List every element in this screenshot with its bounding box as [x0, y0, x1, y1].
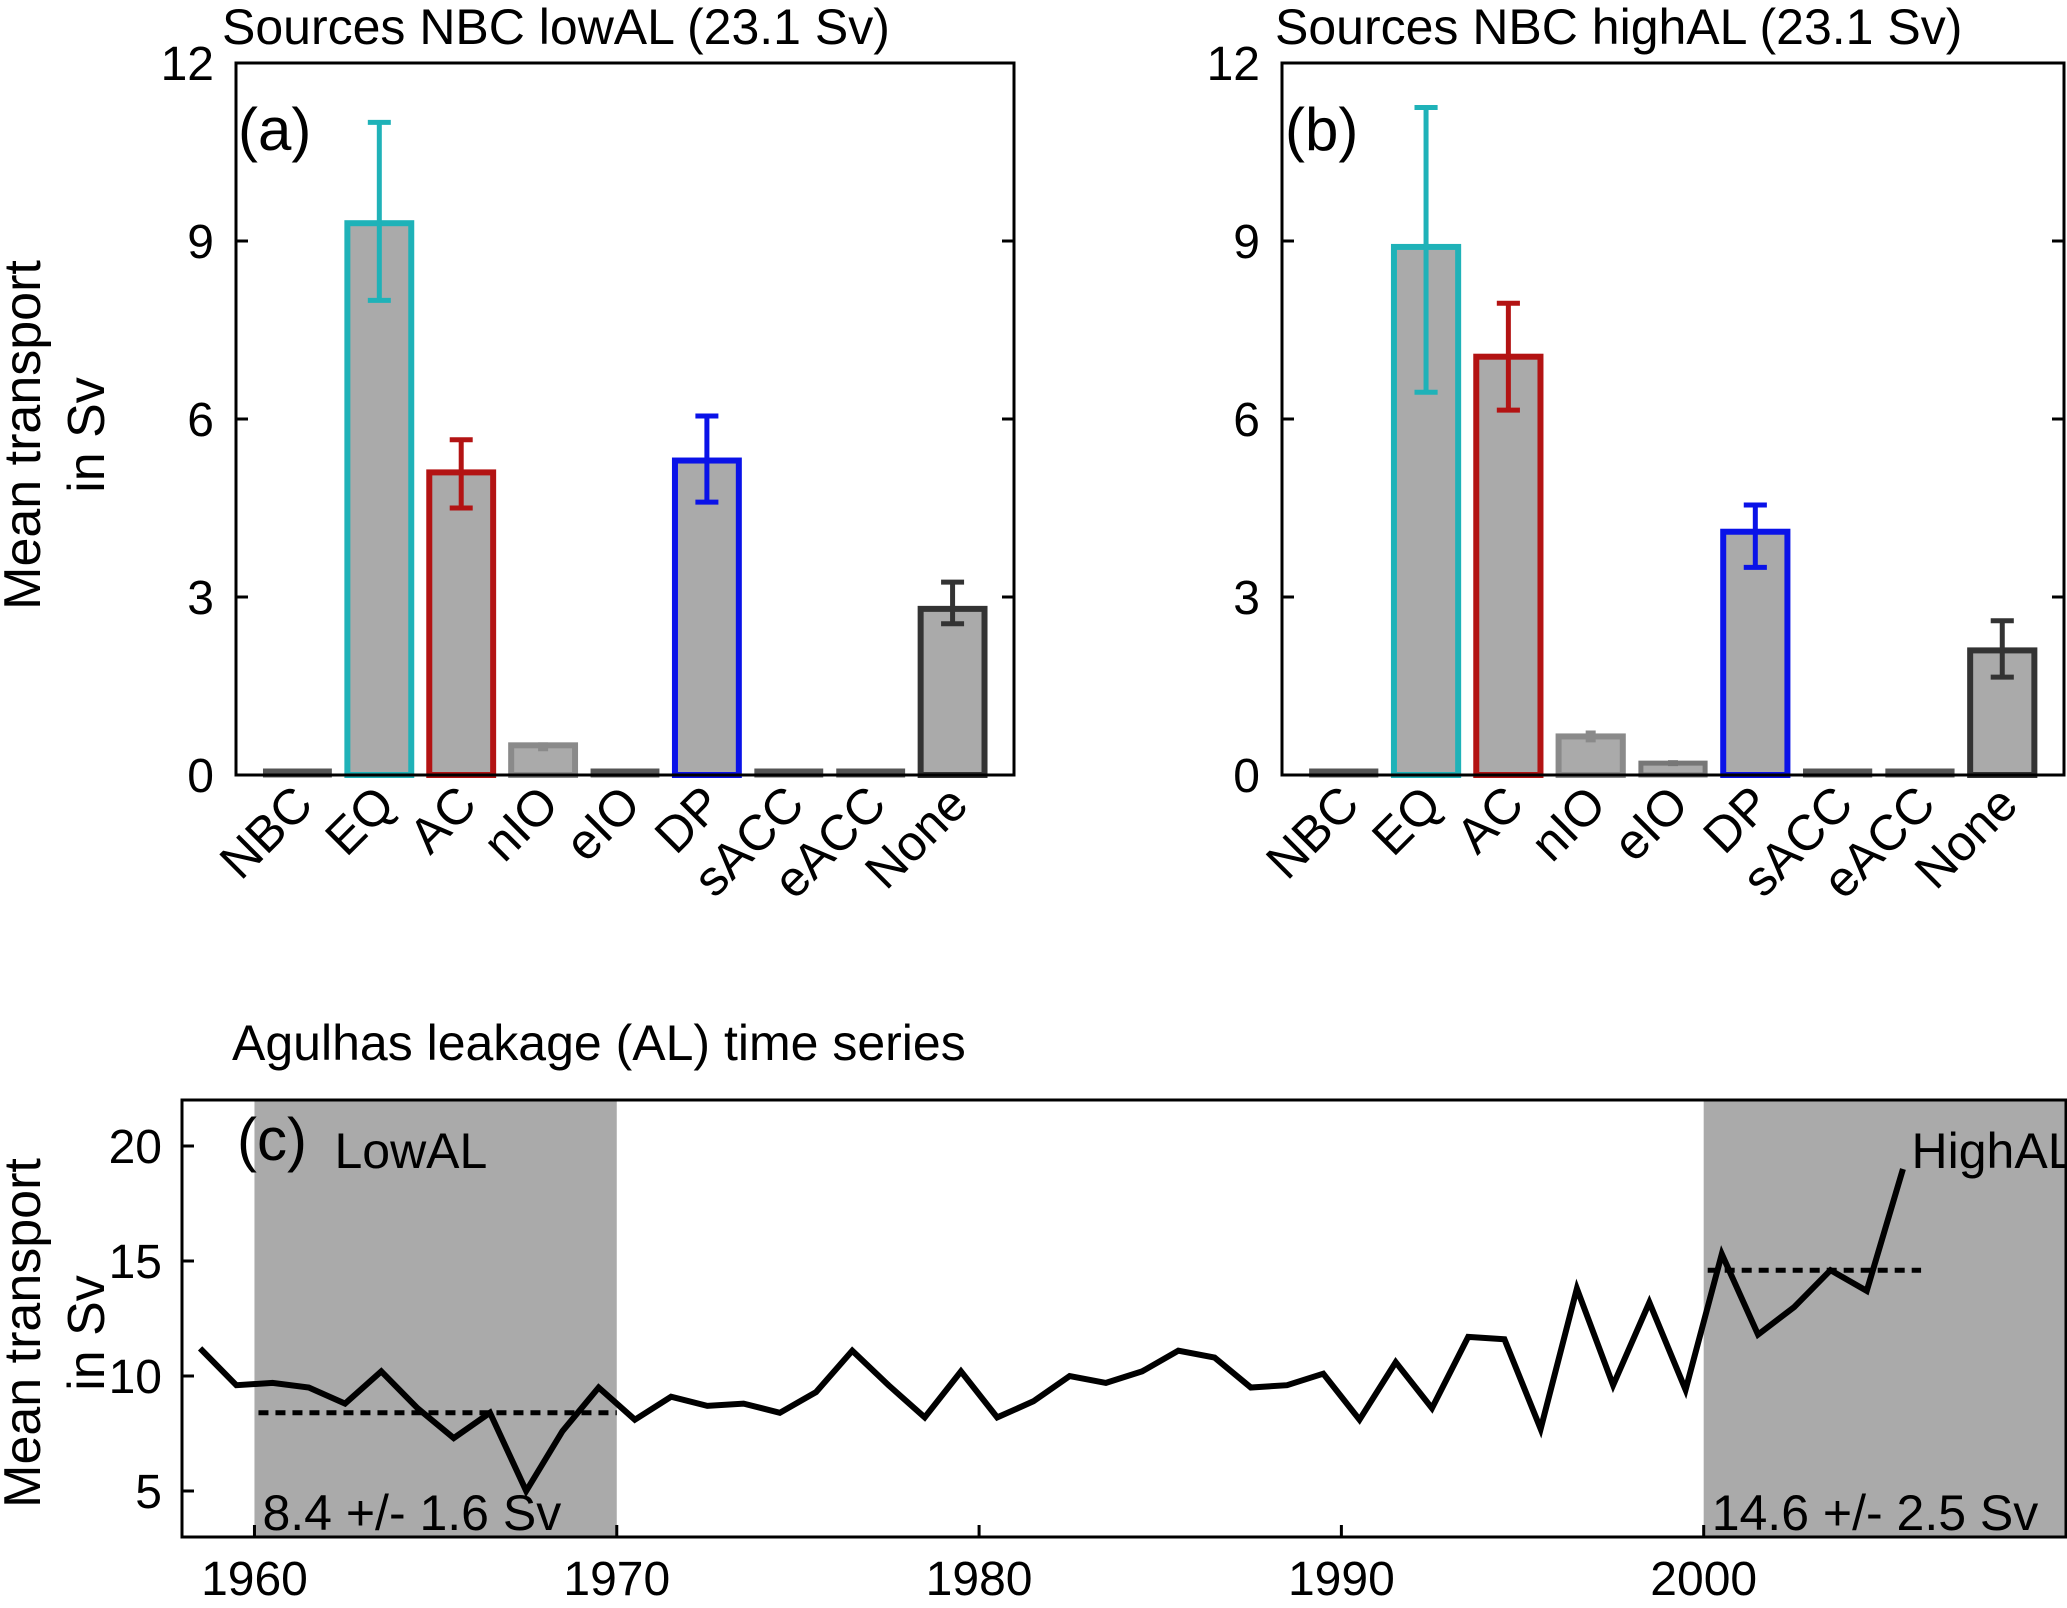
- panel-c-y-axis-label-line1: Mean transport: [0, 1158, 52, 1508]
- b-bar-ac: [1473, 353, 1544, 778]
- panel-a-title: Sources NBC lowAL (23.1 Sv): [222, 0, 890, 55]
- a-error-bar-eq: [367, 119, 391, 303]
- panel-a-y-axis-label-line1: Mean transport: [0, 260, 52, 610]
- panel-a-y-axis-label-line2: in Sv: [58, 377, 116, 493]
- panel-c-line-chart: Agulhas leakage (AL) time series Mean tr…: [0, 1015, 2067, 1606]
- agulhas-leakage-line: [197, 1168, 1906, 1498]
- shade-label-highal: HighAL: [1912, 1123, 2067, 1179]
- b-error-bar-dp: [1743, 502, 1767, 570]
- c-y-tick-label-5: 5: [135, 1466, 162, 1519]
- a-error-bar-ac: [449, 437, 473, 511]
- a-error-bar-dp: [695, 413, 719, 505]
- c-y-tick-label-20: 20: [109, 1121, 162, 1174]
- c-y-tick-label-15: 15: [109, 1236, 162, 1289]
- panel-c-shade-labels: LowAL 8.4 +/- 1.6 Sv HighAL 14.6 +/- 2.5 Sv: [262, 1123, 2067, 1541]
- panel-a-bars: [262, 220, 988, 778]
- b-error-bar-eq: [1414, 105, 1438, 395]
- panel-b-error-bars: [1414, 105, 2014, 767]
- a-category-label-nbc: NBC: [209, 775, 323, 889]
- panel-a-label: (a): [238, 96, 311, 163]
- a-category-label-nio: nIO: [472, 775, 569, 872]
- a-y-tick-label-12: 12: [161, 38, 214, 91]
- b-y-tick-label-6: 6: [1233, 394, 1260, 447]
- b-category-label-nio: nIO: [1520, 775, 1617, 872]
- a-y-tick-label-6: 6: [187, 394, 214, 447]
- a-bar-ac: [426, 469, 497, 778]
- panel-c-y-ticks: 5 10 15 20: [109, 1121, 194, 1519]
- panel-c-axes-box: [180, 1098, 2067, 1539]
- b-bar-dp: [1720, 528, 1791, 778]
- b-error-bar-ac: [1496, 300, 1520, 413]
- panel-c-y-axis-label: Mean transport in Sv: [0, 1158, 116, 1508]
- b-error-bar-none: [1990, 618, 2014, 680]
- b-y-tick-label-3: 3: [1233, 572, 1260, 625]
- panel-a-error-bars: [367, 119, 965, 752]
- panel-c-x-ticks: 1960 1970 1980 1990 2000: [201, 1525, 1757, 1606]
- b-category-label-eio: eIO: [1602, 775, 1699, 872]
- a-category-label-ac: AC: [398, 775, 487, 864]
- c-x-tick-label-1990: 1990: [1288, 1553, 1395, 1606]
- shaded-period-highal: [1703, 1100, 2066, 1537]
- shade-stat-lowal: 8.4 +/- 1.6 Sv: [262, 1485, 561, 1541]
- b-category-label-ac: AC: [1445, 775, 1534, 864]
- b-y-tick-label-12: 12: [1207, 38, 1260, 91]
- panel-a-y-ticks: 0 3 6 9 12: [161, 38, 1014, 803]
- panel-a-bar-chart: Sources NBC lowAL (23.1 Sv) Mean transpo…: [0, 0, 1016, 909]
- panel-c-series: [197, 1168, 1906, 1498]
- shade-stat-highal: 14.6 +/- 2.5 Sv: [1712, 1485, 2039, 1541]
- a-category-label-eq: EQ: [314, 775, 405, 866]
- a-category-label-eio: eIO: [554, 775, 651, 872]
- panel-b-bars: [1309, 243, 2038, 779]
- panel-c-title: Agulhas leakage (AL) time series: [232, 1015, 966, 1071]
- panel-c-shaded-periods: [254, 1100, 2066, 1537]
- shaded-period-lowal: [254, 1100, 617, 1537]
- a-y-tick-label-9: 9: [187, 216, 214, 269]
- c-x-tick-label-1970: 1970: [563, 1553, 670, 1606]
- panel-c-y-axis-label-line2: in Sv: [58, 1275, 116, 1391]
- panel-b-bar-chart: Sources NBC highAL (23.1 Sv) 0 3 6 9 12 NBCE…: [1207, 0, 2066, 909]
- panel-b-label: (b): [1285, 96, 1358, 163]
- panel-b-y-ticks: 0 3 6 9 12: [1207, 38, 2064, 803]
- panel-c-mean-lines: [258, 1267, 1922, 1416]
- c-x-tick-label-1980: 1980: [926, 1553, 1033, 1606]
- b-category-label-nbc: NBC: [1255, 775, 1369, 889]
- a-bar-eq: [344, 220, 415, 778]
- c-y-tick-label-10: 10: [109, 1351, 162, 1404]
- panel-b-title: Sources NBC highAL (23.1 Sv): [1275, 0, 1962, 55]
- a-bar-none: [917, 605, 988, 778]
- c-x-tick-label-2000: 2000: [1650, 1553, 1757, 1606]
- panel-c-label: (c): [237, 1106, 307, 1173]
- panel-a-y-axis-label: Mean transport in Sv: [0, 260, 116, 610]
- a-error-bar-none: [941, 579, 965, 627]
- b-y-tick-label-9: 9: [1233, 216, 1260, 269]
- b-category-label-eq: EQ: [1361, 775, 1452, 866]
- c-x-tick-label-1960: 1960: [201, 1553, 308, 1606]
- b-y-tick-label-0: 0: [1233, 750, 1260, 803]
- shade-label-lowal: LowAL: [334, 1123, 487, 1179]
- a-y-tick-label-3: 3: [187, 572, 214, 625]
- a-bar-dp: [671, 457, 742, 778]
- a-y-tick-label-0: 0: [187, 750, 214, 803]
